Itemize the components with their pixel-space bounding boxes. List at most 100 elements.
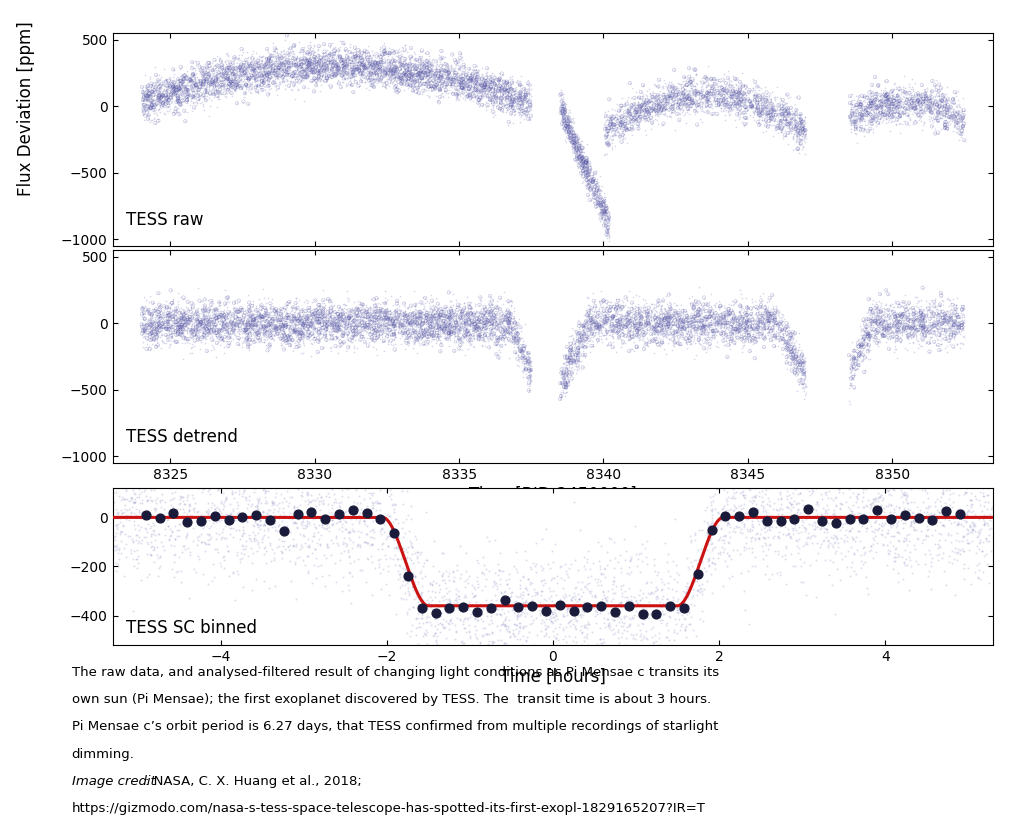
Point — [406, 316, 422, 329]
Point — [666, 315, 682, 328]
Point — [420, 65, 436, 79]
Point — [297, 52, 313, 65]
Point — [562, 348, 579, 361]
Point — [502, 631, 518, 644]
Point — [240, 337, 256, 351]
Point — [502, 82, 518, 95]
Point — [905, 523, 922, 536]
Point — [593, 193, 609, 206]
Point — [876, 105, 892, 118]
Point — [207, 509, 223, 522]
Point — [767, 329, 783, 342]
Point — [637, 104, 653, 117]
Point — [144, 99, 161, 112]
Point — [843, 100, 859, 113]
Point — [626, 317, 642, 330]
Point — [430, 313, 446, 326]
Point — [560, 125, 577, 138]
Point — [737, 304, 754, 318]
Point — [698, 527, 715, 540]
Point — [938, 316, 954, 329]
Point — [362, 60, 379, 74]
Point — [775, 108, 792, 122]
Point — [412, 68, 428, 81]
Point — [128, 528, 144, 542]
Point — [200, 313, 216, 327]
Point — [910, 108, 927, 122]
Point — [248, 60, 264, 73]
Point — [500, 310, 516, 323]
Point — [412, 317, 428, 330]
Point — [198, 300, 214, 313]
Point — [924, 110, 940, 123]
Point — [234, 327, 251, 340]
Point — [228, 62, 245, 75]
Point — [451, 592, 467, 605]
Point — [568, 140, 585, 153]
Point — [899, 117, 915, 130]
Point — [728, 93, 744, 106]
Point — [558, 126, 574, 139]
Point — [913, 310, 930, 323]
Point — [774, 105, 791, 118]
Point — [161, 323, 177, 337]
Point — [457, 637, 473, 650]
Point — [623, 101, 639, 114]
Point — [894, 105, 910, 118]
Point — [334, 329, 350, 342]
Point — [182, 313, 199, 326]
Point — [289, 74, 305, 87]
Point — [564, 136, 581, 149]
Point — [356, 335, 373, 348]
Point — [345, 454, 361, 467]
Point — [351, 63, 368, 76]
Point — [703, 557, 720, 570]
Point — [215, 317, 231, 330]
Point — [542, 609, 558, 623]
Point — [468, 74, 484, 87]
Point — [168, 93, 184, 107]
Point — [900, 109, 916, 122]
Point — [146, 97, 163, 110]
Point — [971, 528, 987, 541]
Point — [903, 322, 920, 335]
Point — [948, 108, 965, 121]
Point — [770, 323, 786, 336]
Point — [236, 309, 252, 323]
Point — [258, 319, 274, 332]
Point — [148, 315, 165, 328]
Point — [910, 469, 927, 482]
Point — [385, 327, 401, 341]
Point — [871, 288, 888, 301]
Point — [232, 313, 249, 326]
Point — [638, 103, 654, 117]
Point — [449, 318, 465, 332]
Point — [936, 314, 952, 327]
Point — [387, 82, 403, 95]
Point — [497, 338, 513, 351]
Point — [213, 79, 229, 93]
Point — [488, 347, 505, 361]
Point — [579, 157, 595, 170]
Point — [556, 371, 572, 385]
Point — [182, 74, 199, 87]
Point — [399, 64, 416, 77]
Point — [462, 337, 478, 350]
Point — [139, 103, 156, 116]
Point — [245, 314, 261, 327]
Point — [297, 313, 313, 327]
Point — [734, 312, 751, 325]
Point — [490, 101, 507, 114]
Point — [910, 87, 927, 100]
Point — [333, 65, 349, 78]
Point — [613, 118, 630, 131]
Point — [460, 71, 476, 84]
Point — [324, 332, 340, 345]
Point — [492, 319, 508, 332]
Point — [213, 480, 229, 493]
Point — [861, 97, 878, 110]
Point — [257, 485, 273, 498]
Point — [724, 331, 740, 344]
Point — [418, 69, 434, 83]
Point — [385, 327, 401, 340]
